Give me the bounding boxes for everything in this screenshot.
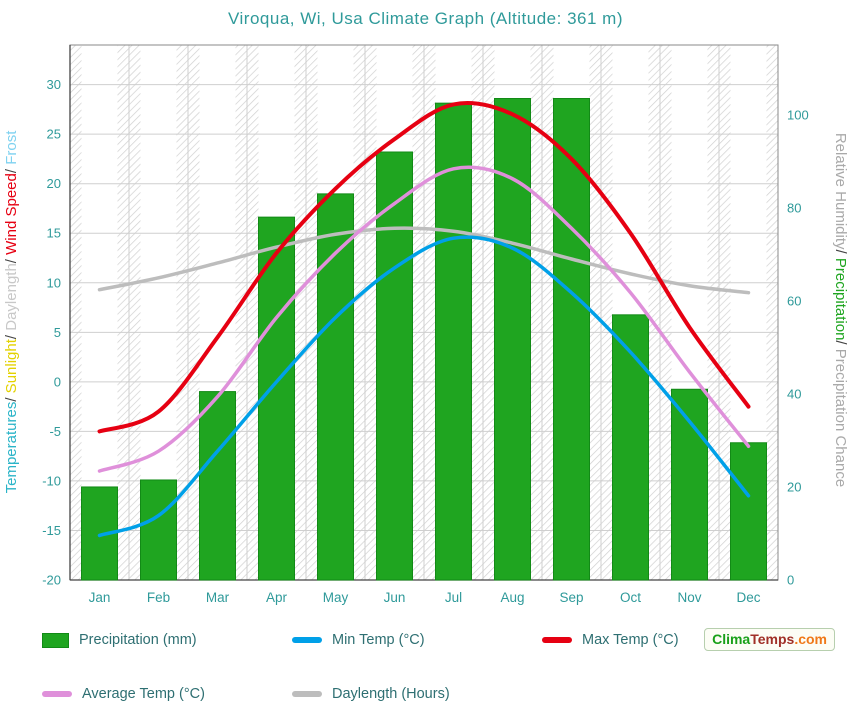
left-axis-tick: -20 [42,573,61,588]
legend-swatch-bar [42,632,69,648]
legend-label: Min Temp (°C) [332,632,425,648]
max-temp-c-line [97,100,751,434]
right-axis-tick: 20 [787,479,801,494]
legend-swatch-line [542,637,572,643]
left-axis-tick: -5 [49,424,61,439]
right-axis-title: Relative Humidity/ Precipitation/ Precip… [832,133,849,487]
legend-swatch-line [292,637,322,643]
legend-label: Average Temp (°C) [82,686,205,702]
legend-swatch-line [42,691,72,697]
x-axis-tick: Dec [736,590,760,605]
legend-item: Max Temp (°C) [542,632,792,648]
left-axis-tick: 15 [47,226,61,241]
min-temp-c-line [97,235,751,538]
left-axis-tick: 10 [47,275,61,290]
logo-clima-text: Clima [712,631,751,647]
daylength-hours-line [97,226,751,295]
logo-dotcom-text: .com [794,631,827,647]
right-axis-tick: 40 [787,386,801,401]
left-axis-tick: 20 [47,176,61,191]
left-axis-tick: 25 [47,127,61,142]
legend-label: Daylength (Hours) [332,686,450,702]
climatemps-logo[interactable]: ClimaTemps.com [704,628,835,651]
precipitation-bar [199,391,236,581]
x-axis-tick: Feb [147,590,170,605]
x-axis-tick: Jun [384,590,406,605]
right-axis-tick: 80 [787,200,801,215]
hatch-band [766,45,778,580]
logo-temps-text: Temps [750,631,795,647]
x-axis-tick: Jan [89,590,111,605]
legend-label: Precipitation (mm) [79,632,197,648]
x-axis-tick: Jul [445,590,462,605]
legend-item: Min Temp (°C) [292,632,542,648]
x-axis-tick: May [323,590,349,605]
right-axis-tick: 60 [787,293,801,308]
x-axis-tick: Apr [266,590,288,605]
precipitation-bar [140,479,177,581]
precipitation-bar [612,314,649,581]
left-axis-tick: 0 [54,374,61,389]
precipitation-bar [671,388,708,581]
chart-title: Viroqua, Wi, Usa Climate Graph (Altitude… [228,9,623,28]
x-axis-tick: Aug [500,590,524,605]
legend-item: Average Temp (°C) [42,686,292,702]
x-axis-tick: Mar [206,590,230,605]
left-axis-title: Temperatures/ Sunlight/ Daylength/ Wind … [3,130,20,494]
precipitation-bar [376,151,413,581]
left-axis-tick: -15 [42,523,61,538]
legend-row-1: Precipitation (mm) Min Temp (°C) Max Temp … [42,630,851,650]
left-axis-tick: 5 [54,325,61,340]
right-axis-tick: 100 [787,107,809,122]
precipitation-bar [258,216,295,581]
precipitation-bar [553,98,590,581]
precipitation-bar [494,98,531,581]
precipitation-bar [317,193,354,581]
precipitation-bar [730,442,767,581]
legend-item: Daylength (Hours) [292,686,542,702]
climate-chart: 30 25 20 15 10 5 0 -5 -10 -15 -20 0 20 40 60 80 100 Jan Fe… [3,44,849,605]
legend-swatch-line [292,691,322,697]
left-axis-tick: 30 [47,77,61,92]
legend-label: Max Temp (°C) [582,632,679,648]
legend-item: Precipitation (mm) [42,632,292,648]
left-axis-tick: -10 [42,473,61,488]
x-axis-tick: Sep [559,590,583,605]
legend-row-2: Average Temp (°C) Daylength (Hours) [42,684,851,704]
hatch-band [70,45,82,580]
x-axis-tick: Oct [620,590,641,605]
right-axis-tick: 0 [787,573,794,588]
precipitation-bar [435,102,472,581]
x-axis-tick: Nov [677,590,701,605]
average-temp-c-line [97,165,751,473]
